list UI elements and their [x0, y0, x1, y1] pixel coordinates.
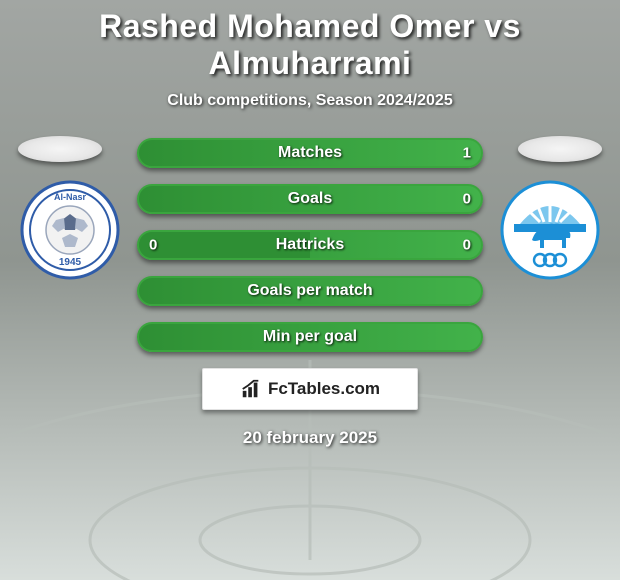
stat-bar: Hattricks 0 0	[137, 230, 483, 260]
subtitle: Club competitions, Season 2024/2025	[0, 92, 620, 110]
club-badge-right	[500, 180, 600, 280]
stat-bar-value-right: 0	[463, 191, 471, 208]
page-title: Rashed Mohamed Omer vs Almuharrami	[0, 6, 620, 86]
badge-left-year: 1945	[59, 257, 82, 268]
fctables-logo-box: FcTables.com	[202, 368, 418, 410]
ball-icon	[46, 206, 94, 254]
stat-bar: Min per goal	[137, 322, 483, 352]
stat-bar-label: Matches	[278, 144, 342, 162]
stat-bar-label: Min per goal	[263, 328, 357, 346]
bar-chart-icon	[240, 378, 262, 400]
stat-bar-value-left: 0	[149, 237, 157, 254]
stat-bars: Matches 1 Goals 0 Hattricks 0 0 Goals per match…	[137, 138, 483, 352]
stat-bar-label: Goals per match	[247, 282, 372, 300]
player-shadow-left	[18, 136, 102, 162]
stat-bar: Matches 1	[137, 138, 483, 168]
footer-date: 20 february 2025	[0, 428, 620, 448]
stat-bar: Goals 0	[137, 184, 483, 214]
stat-bar-value-right: 1	[463, 145, 471, 162]
stat-bar-label: Hattricks	[276, 236, 344, 254]
badge-left-name: Al-Nasr	[54, 192, 87, 202]
stat-bar-label: Goals	[288, 190, 332, 208]
stat-bar: Goals per match	[137, 276, 483, 306]
club-badge-left: Al-Nasr 1945	[20, 180, 120, 280]
stat-bar-value-right: 0	[463, 237, 471, 254]
player-shadow-right	[518, 136, 602, 162]
fctables-logo-text: FcTables.com	[268, 379, 380, 399]
